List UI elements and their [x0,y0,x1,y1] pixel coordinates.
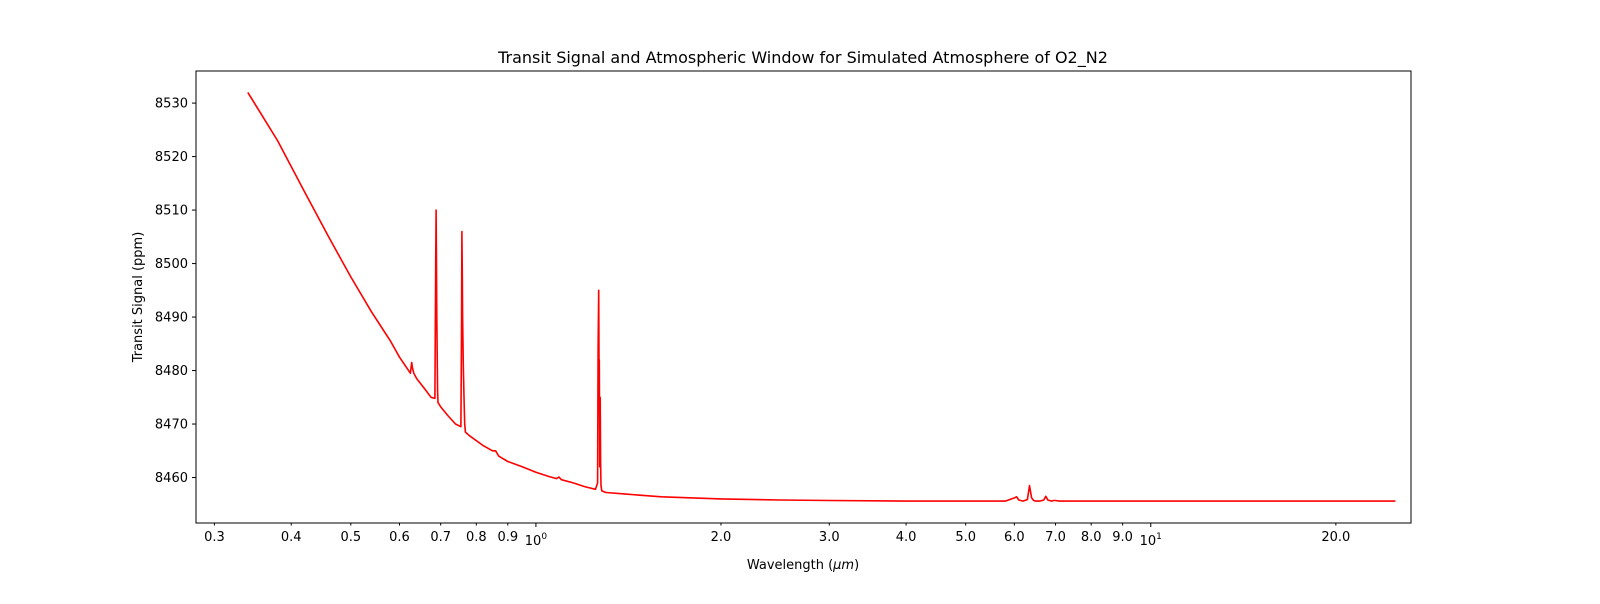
x-tick-label: 0.3 [204,530,225,545]
x-axis: 0.3 0.4 0.5 0.6 0.7 0.8 0.9 100 2.0 3.0 4.0 5.0 6.0 7… [204,523,1350,549]
x-tick-label-exponent: 0 [541,532,547,542]
y-tick-label: 8480 [155,364,188,379]
x-tick-label: 7.0 [1045,530,1066,545]
x-tick-label: 9.0 [1112,530,1133,545]
y-axis-label: Transit Signal (ppm) [131,232,146,364]
x-tick-label: 20.0 [1321,530,1350,545]
x-tick-label-exponent: 1 [1156,532,1162,542]
x-axis-label-close: ) [854,558,859,573]
x-tick-label: 3.0 [819,530,840,545]
x-tick-label: 0.9 [497,530,518,545]
x-tick-label: 100 [525,532,548,549]
plot-area-frame [195,70,1412,524]
x-tick-label: 0.5 [340,530,361,545]
y-tick-label: 8530 [155,97,188,112]
x-axis-label: Wavelength (μm) [747,558,859,573]
x-tick-label: 8.0 [1081,530,1102,545]
y-tick-label: 8510 [155,204,188,219]
series-line [247,91,1396,502]
y-axis: 8460 8470 8480 8490 8500 8510 8520 8530 [155,97,196,486]
x-tick-label: 5.0 [955,530,976,545]
x-tick-label: 4.0 [896,530,917,545]
x-tick-label-base: 10 [525,534,542,549]
x-tick-label: 0.6 [389,530,410,545]
x-tick-label: 0.4 [281,530,302,545]
x-axis-label-main: Wavelength ( [747,558,833,573]
y-tick-label: 8470 [155,418,188,433]
y-tick-label: 8500 [155,257,188,272]
x-tick-label: 101 [1140,532,1162,549]
y-tick-label: 8520 [155,150,188,165]
x-tick-label: 6.0 [1004,530,1025,545]
y-tick-label: 8490 [155,311,188,326]
y-tick-label: 8460 [155,471,188,486]
x-tick-label: 0.7 [430,530,451,545]
x-tick-label: 0.8 [466,530,487,545]
chart-title: Transit Signal and Atmospheric Window fo… [497,48,1108,68]
x-tick-label-base: 10 [1140,534,1157,549]
x-axis-label-unit: μm [832,558,854,573]
x-tick-label: 2.0 [711,530,732,545]
